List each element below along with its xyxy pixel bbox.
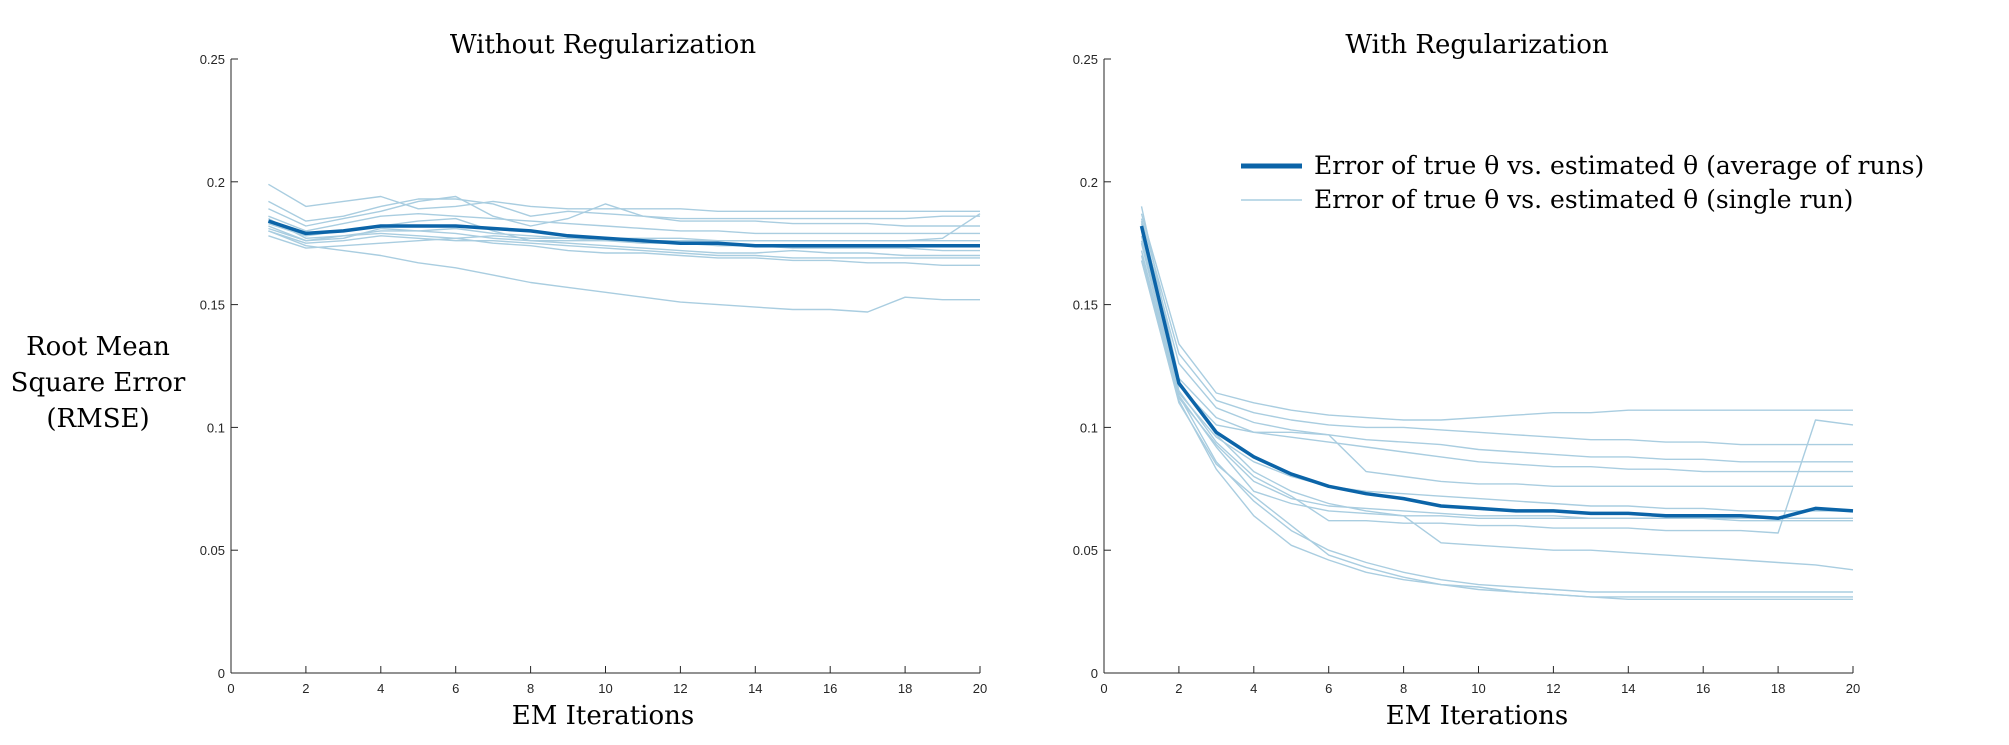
single-run-line	[1140, 243, 1853, 593]
x-tick-label: 20	[973, 681, 987, 696]
x-ticks-right: 0 2 4 6 8 10 12 14 16 18 20	[1100, 666, 1860, 696]
single-run-line	[1140, 213, 1853, 421]
y-axis-label-line-1: Root Mean	[26, 332, 170, 362]
average-line	[1139, 225, 1854, 521]
x-axis-label-right: EM Iterations	[1386, 701, 1568, 731]
x-tick-label: 0	[227, 681, 234, 696]
x-tick-label: 6	[452, 681, 459, 696]
y-ticks-right: 0 0.05 0.1 0.15 0.2 0.25	[1073, 52, 1111, 681]
y-tick-label: 0.25	[200, 52, 225, 67]
single-run-line	[1140, 230, 1853, 522]
x-tick-label: 4	[377, 681, 384, 696]
y-tick-label: 0.2	[1080, 175, 1098, 190]
y-axis-label-line-2: Square Error	[11, 368, 186, 398]
y-tick-label: 0.05	[200, 543, 225, 558]
x-tick-label: 8	[1400, 681, 1407, 696]
x-tick-label: 18	[898, 681, 912, 696]
x-tick-label: 16	[823, 681, 837, 696]
single-run-line	[268, 212, 980, 235]
x-tick-label: 18	[1771, 681, 1785, 696]
x-tick-label: 12	[673, 681, 687, 696]
x-tick-label: 0	[1100, 681, 1107, 696]
series-runs-left	[268, 183, 981, 313]
legend: Error of true θ vs. estimated θ (average…	[1241, 151, 1924, 214]
x-tick-label: 12	[1546, 681, 1560, 696]
single-run-line	[1140, 228, 1854, 534]
single-run-line	[268, 227, 980, 252]
single-run-line	[1140, 220, 1854, 571]
single-run-line	[1140, 223, 1853, 463]
single-run-line	[1140, 235, 1853, 512]
single-run-line	[1140, 240, 1853, 487]
average-line	[267, 219, 980, 248]
y-axis-label-line-3: (RMSE)	[46, 404, 149, 434]
x-tick-label: 14	[748, 681, 762, 696]
x-axis-label-left: EM Iterations	[512, 701, 694, 731]
x-tick-label: 2	[302, 681, 309, 696]
x-tick-label: 6	[1325, 681, 1332, 696]
y-tick-label: 0.1	[207, 420, 225, 435]
y-tick-label: 0	[1091, 666, 1098, 681]
y-tick-label: 0.15	[200, 298, 225, 313]
chart-title-left: Without Regularization	[450, 30, 756, 60]
x-tick-label: 2	[1175, 681, 1182, 696]
x-tick-label: 20	[1846, 681, 1860, 696]
x-tick-label: 16	[1696, 681, 1710, 696]
series-average-right	[1139, 225, 1854, 521]
single-run-line	[1140, 218, 1853, 446]
x-tick-label: 8	[527, 681, 534, 696]
single-run-line	[268, 230, 980, 313]
legend-label-single: Error of true θ vs. estimated θ (single …	[1314, 185, 1853, 214]
x-tick-label: 14	[1621, 681, 1635, 696]
y-tick-label: 0.1	[1080, 420, 1098, 435]
single-run-line	[268, 230, 980, 259]
single-run-line	[1140, 255, 1853, 598]
plot-area-left: 0 2 4 6 8 10 12 14 16 18 20 0 0.05 0.1 0.15 0.2 0.25	[200, 52, 988, 696]
y-tick-label: 0.25	[1073, 52, 1098, 67]
single-run-line	[268, 198, 980, 222]
single-run-line	[1140, 206, 1853, 473]
legend-label-average: Error of true θ vs. estimated θ (average…	[1314, 151, 1924, 180]
chart-with-regularization: With Regularization 0 2 4 6 8 10 12 14 16 18 20 00…	[1073, 30, 1861, 731]
single-run-line	[268, 183, 980, 213]
chart-without-regularization: Without Regularization 0 2 4 6 8 10 12 14 16 18 20…	[200, 30, 988, 731]
single-run-line	[1140, 260, 1853, 600]
y-ticks-left: 0 0.05 0.1 0.15 0.2 0.25	[200, 52, 238, 681]
y-tick-label: 0	[218, 666, 225, 681]
y-tick-label: 0.15	[1073, 298, 1098, 313]
single-run-line	[1140, 250, 1853, 519]
single-run-line	[268, 195, 980, 227]
single-run-line	[268, 225, 980, 257]
x-tick-label: 10	[1471, 681, 1485, 696]
y-tick-label: 0.2	[207, 175, 225, 190]
x-tick-label: 10	[598, 681, 612, 696]
x-ticks-left: 0 2 4 6 8 10 12 14 16 18 20	[227, 666, 987, 696]
series-runs-right	[1140, 206, 1854, 600]
single-run-line	[268, 235, 980, 266]
plot-area-right: 0 2 4 6 8 10 12 14 16 18 20 0 0.05 0.1 0.15 0.2 0.25	[1073, 52, 1861, 696]
y-axis-label: Root Mean Square Error (RMSE)	[11, 332, 186, 434]
chart-title-right: With Regularization	[1345, 30, 1609, 60]
y-tick-label: 0.05	[1073, 543, 1098, 558]
x-tick-label: 4	[1250, 681, 1257, 696]
series-average-left	[267, 219, 980, 248]
